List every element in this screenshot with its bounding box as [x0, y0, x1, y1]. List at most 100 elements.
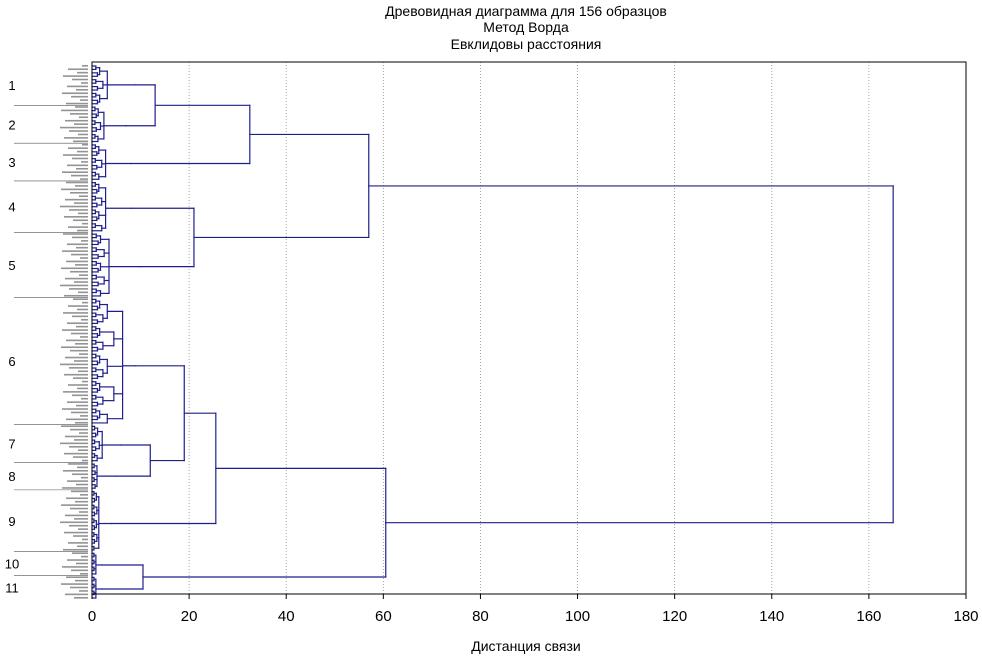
- leaf-label-mark: [75, 343, 88, 345]
- leaf-label-mark: [65, 119, 88, 122]
- leaf-label-mark: [60, 363, 88, 366]
- leaf-label-mark: [67, 85, 88, 88]
- leaf-label-mark: [63, 75, 88, 77]
- leaf-label-mark: [81, 240, 88, 242]
- leaf-label-mark: [66, 497, 88, 500]
- leaf-label-mark: [75, 500, 88, 503]
- leaf-label-mark: [79, 590, 88, 592]
- leaf-label-mark: [63, 233, 88, 235]
- leaf-label-mark: [68, 147, 88, 149]
- chart-subtitle-method: Метод Ворда: [483, 19, 569, 35]
- leaf-label-mark: [77, 150, 88, 153]
- leaf-label-mark: [79, 353, 88, 355]
- leaf-label-mark: [78, 449, 88, 452]
- leaf-label-mark: [79, 116, 88, 119]
- leaf-label-mark: [78, 133, 88, 136]
- leaf-label-mark: [60, 442, 88, 445]
- leaf-label-mark: [72, 157, 88, 160]
- leaf-label-mark: [76, 562, 88, 565]
- leaf-label-mark: [77, 71, 88, 74]
- cluster-label: 4: [8, 200, 15, 215]
- leaf-label-mark: [72, 552, 88, 554]
- leaf-label-mark: [70, 113, 88, 115]
- leaf-label-mark: [76, 483, 88, 486]
- leaf-label-mark: [73, 456, 88, 458]
- x-tick-label: 180: [953, 608, 978, 625]
- leaf-label-mark: [70, 191, 88, 194]
- leaf-label-mark: [62, 171, 88, 173]
- leaf-label-mark: [76, 246, 88, 249]
- leaf-label-mark: [82, 65, 88, 67]
- leaf-label-mark: [72, 236, 88, 239]
- leaf-label-mark: [79, 195, 88, 198]
- leaf-label-mark: [74, 202, 88, 204]
- leaf-label-mark: [64, 531, 88, 534]
- leaf-label-mark: [82, 301, 88, 304]
- leaf-label-mark: [81, 161, 88, 163]
- cluster-label: 9: [8, 514, 15, 529]
- chart-subtitle-distance: Евклидовы расстояния: [451, 36, 602, 52]
- leaf-label-mark: [68, 384, 88, 386]
- x-tick-label: 20: [181, 608, 198, 625]
- leaf-label-mark: [62, 92, 88, 95]
- cluster-label: 3: [8, 155, 15, 170]
- leaf-label-mark: [68, 463, 88, 465]
- leaf-label-mark: [77, 308, 88, 311]
- plot-frame: [91, 61, 967, 595]
- leaf-label-mark: [61, 109, 88, 112]
- leaf-label-mark: [64, 216, 88, 218]
- leaf-label-mark: [67, 401, 88, 403]
- leaf-label-mark: [68, 226, 88, 228]
- leaf-label-mark: [61, 583, 88, 585]
- x-tick-label: 0: [88, 608, 96, 625]
- leaf-label-mark: [73, 298, 88, 300]
- x-tick-label: 80: [472, 608, 489, 625]
- x-axis: 0 20 40 60 80 100 120 140 160 180: [88, 594, 979, 625]
- leaf-label-mark: [65, 435, 88, 438]
- leaf-label-mark: [76, 325, 88, 328]
- leaf-label-mark: [69, 130, 88, 132]
- leaf-label-mark: [73, 140, 88, 143]
- leaf-label-mark: [81, 555, 88, 558]
- leaf-label-mark: [66, 102, 88, 105]
- leaf-label-mark: [70, 507, 88, 510]
- leaf-label-mark: [73, 535, 88, 537]
- leaf-label-mark: [75, 106, 88, 108]
- cluster-separators: [14, 105, 88, 576]
- cluster-label: 11: [5, 581, 19, 596]
- leaf-label-mark: [74, 597, 88, 599]
- leaf-label-mark: [71, 174, 88, 177]
- leaf-label-mark: [81, 476, 88, 479]
- leaf-label-mark: [70, 428, 88, 431]
- leaf-label-mark: [82, 538, 88, 541]
- leaf-label-mark: [74, 281, 88, 283]
- leaf-label-mark: [60, 284, 88, 287]
- leaf-labels: [60, 65, 88, 599]
- leaf-label-mark: [67, 480, 88, 482]
- leaf-label-mark: [61, 267, 88, 270]
- leaf-label-mark: [80, 494, 88, 496]
- leaf-label-mark: [82, 380, 88, 383]
- leaf-label-mark: [72, 315, 88, 318]
- cluster-labels: 1 2 3 4 5 6 7 8 9 10 11: [5, 78, 19, 596]
- cluster-label: 2: [8, 117, 15, 132]
- leaf-label-mark: [61, 504, 88, 506]
- cluster-label: 1: [8, 78, 15, 93]
- leaf-label-mark: [78, 528, 88, 530]
- leaf-label-mark: [65, 198, 88, 201]
- leaf-label-mark: [68, 68, 88, 71]
- leaf-label-mark: [75, 421, 88, 424]
- leaf-label-mark: [62, 487, 88, 489]
- leaf-label-mark: [67, 164, 88, 167]
- leaf-label-mark: [66, 181, 88, 184]
- leaf-label-mark: [67, 322, 88, 325]
- leaf-label-mark: [77, 466, 88, 469]
- leaf-label-mark: [75, 185, 88, 187]
- x-tick-label: 40: [278, 608, 295, 625]
- leaf-label-mark: [66, 260, 88, 263]
- leaf-label-mark: [77, 545, 88, 548]
- leaf-label-mark: [67, 559, 88, 561]
- leaf-label-mark: [60, 126, 88, 129]
- leaf-label-mark: [76, 89, 88, 91]
